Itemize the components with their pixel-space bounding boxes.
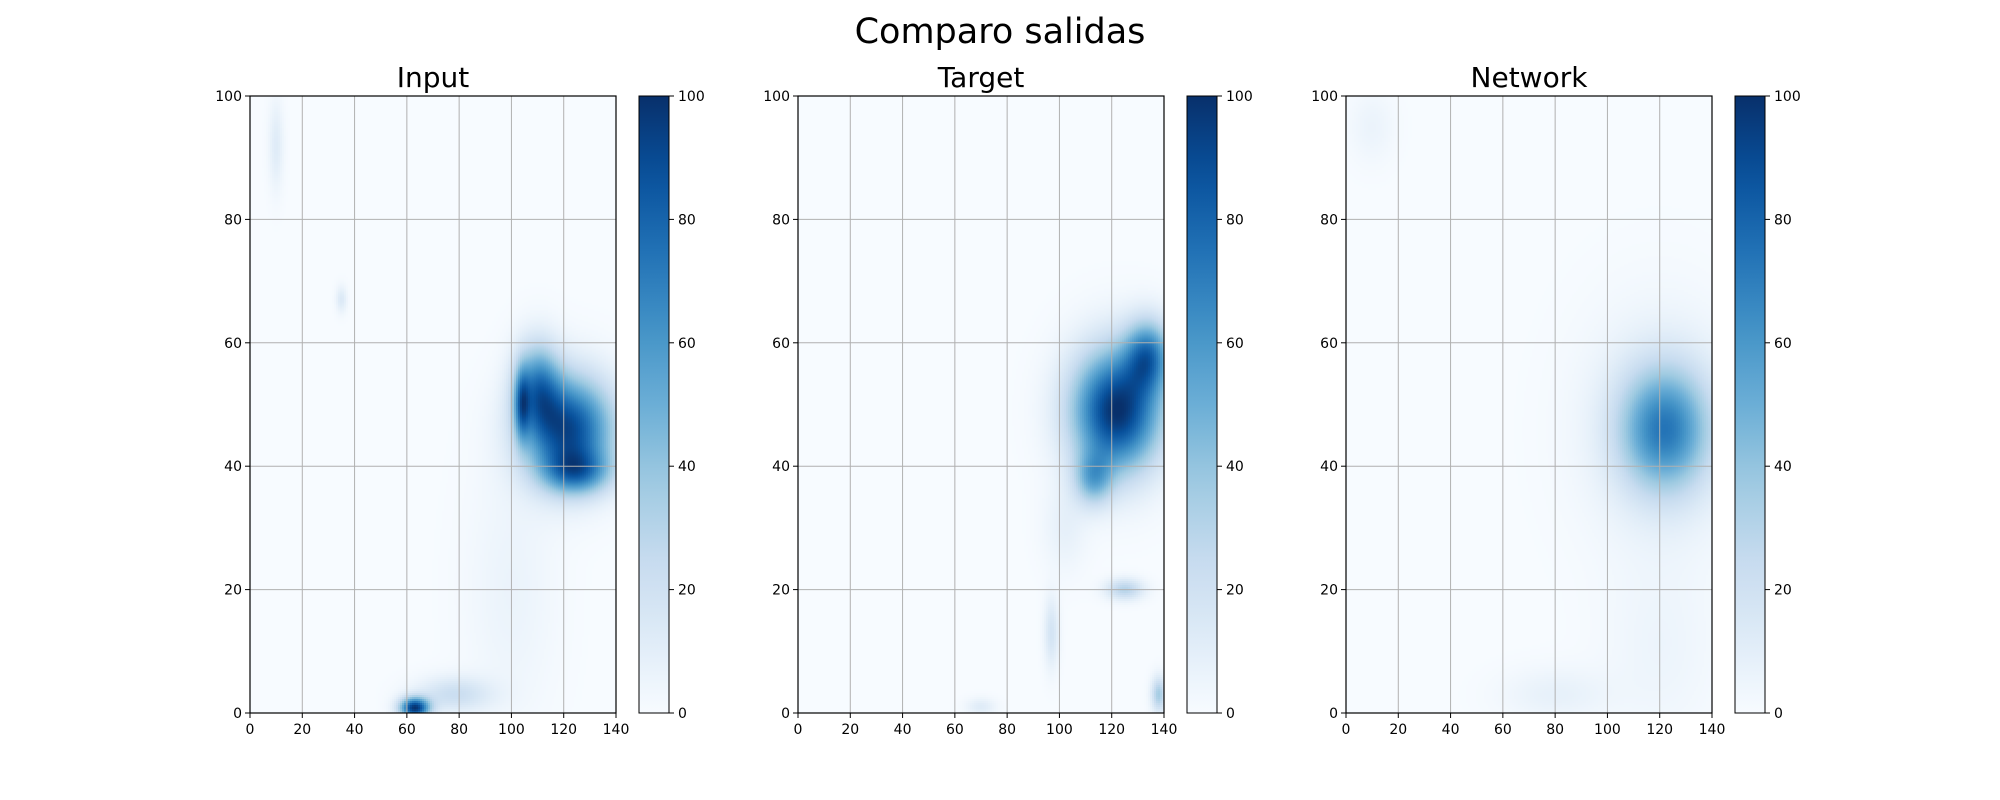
panel-title: Input [397, 61, 470, 94]
x-tick-label: 120 [1098, 722, 1125, 738]
colorbar [1734, 95, 1766, 714]
y-tick-label: 80 [772, 212, 790, 228]
colorbar-tick-label: 100 [1226, 89, 1253, 105]
x-tick-label: 0 [794, 722, 803, 738]
colorbar-tick-label: 0 [1226, 706, 1235, 722]
x-tick-label: 40 [346, 722, 364, 738]
x-tick-label: 100 [498, 722, 525, 738]
x-tick-label: 100 [1046, 722, 1073, 738]
plot-frame [1345, 95, 1713, 714]
panel-target: Target 0 20 40 60 80 100 120 140 0 20 40 60 80 100 0 20 4… [763, 61, 1252, 738]
y-tick-label: 100 [1311, 89, 1338, 105]
x-tick-label: 20 [293, 722, 311, 738]
x-tick-label: 20 [841, 722, 859, 738]
x-tick-label: 20 [1389, 722, 1407, 738]
y-tick-label: 100 [215, 89, 242, 105]
colorbar [638, 95, 670, 714]
x-tick-label: 60 [398, 722, 416, 738]
y-tick-label: 60 [1320, 336, 1338, 352]
plot-frame [249, 95, 617, 714]
x-tick-label: 60 [946, 722, 964, 738]
colorbar-tick-label: 60 [678, 336, 696, 352]
heatmap-image [798, 96, 1164, 713]
y-tick-label: 80 [224, 212, 242, 228]
x-tick-label: 140 [603, 722, 630, 738]
heatmap-image [250, 96, 616, 713]
x-tick-label: 60 [1494, 722, 1512, 738]
y-tick-label: 0 [233, 706, 242, 722]
colorbar-tick-label: 40 [1774, 459, 1792, 475]
x-tick-label: 100 [1594, 722, 1621, 738]
colorbar-tick-label: 80 [678, 212, 696, 228]
y-tick-label: 0 [1329, 706, 1338, 722]
x-tick-label: 80 [1546, 722, 1564, 738]
x-tick-label: 140 [1151, 722, 1178, 738]
x-tick-label: 120 [1646, 722, 1673, 738]
y-tick-label: 40 [1320, 459, 1338, 475]
panels: Input 0 20 40 60 80 100 120 140 0 20 40 60 80 100 0 20 40… [215, 61, 1800, 738]
colorbar-tick-label: 0 [678, 706, 687, 722]
colorbar-tick-label: 60 [1774, 336, 1792, 352]
y-tick-label: 100 [763, 89, 790, 105]
x-tick-label: 40 [1442, 722, 1460, 738]
colorbar-tick-label: 20 [1774, 583, 1792, 599]
heatmap-image [1346, 96, 1712, 713]
colorbar-tick-label: 40 [678, 459, 696, 475]
y-tick-label: 40 [224, 459, 242, 475]
colorbar-tick-label: 80 [1226, 212, 1244, 228]
colorbar-tick-label: 40 [1226, 459, 1244, 475]
colorbar-tick-label: 20 [678, 583, 696, 599]
x-tick-label: 80 [450, 722, 468, 738]
y-tick-label: 20 [224, 583, 242, 599]
x-tick-label: 140 [1699, 722, 1726, 738]
colorbar-tick-label: 100 [678, 89, 705, 105]
panel-title: Network [1471, 61, 1589, 94]
y-tick-label: 0 [781, 706, 790, 722]
colorbar-tick-label: 20 [1226, 583, 1244, 599]
panel-title: Target [937, 61, 1025, 94]
figure-title: Comparo salidas [855, 12, 1146, 52]
y-tick-label: 20 [1320, 583, 1338, 599]
colorbar [1186, 95, 1218, 714]
x-tick-label: 0 [1342, 722, 1351, 738]
colorbar-tick-label: 80 [1774, 212, 1792, 228]
panel-input: Input 0 20 40 60 80 100 120 140 0 20 40 60 80 100 0 20 40… [215, 61, 704, 738]
y-tick-label: 60 [224, 336, 242, 352]
x-tick-label: 40 [894, 722, 912, 738]
x-tick-label: 0 [246, 722, 255, 738]
y-tick-label: 20 [772, 583, 790, 599]
colorbar-tick-label: 0 [1774, 706, 1783, 722]
colorbar-tick-label: 100 [1774, 89, 1801, 105]
y-tick-label: 80 [1320, 212, 1338, 228]
x-tick-label: 120 [550, 722, 577, 738]
y-tick-label: 40 [772, 459, 790, 475]
x-tick-label: 80 [998, 722, 1016, 738]
plot-frame [797, 95, 1165, 714]
panel-network: Network 0 20 40 60 80 100 120 140 0 20 40 60 80 100 0 20… [1311, 61, 1800, 738]
y-tick-label: 60 [772, 336, 790, 352]
colorbar-tick-label: 60 [1226, 336, 1244, 352]
